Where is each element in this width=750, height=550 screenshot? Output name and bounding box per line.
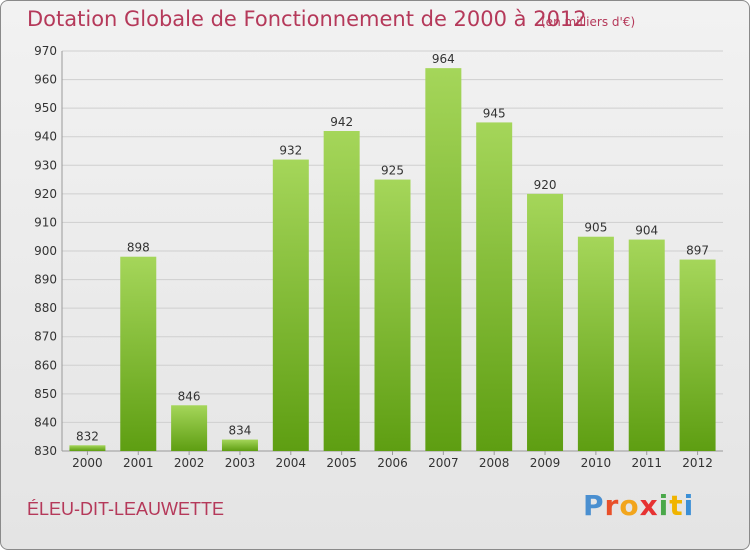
bar xyxy=(374,179,411,452)
bar xyxy=(679,259,716,451)
x-tick-label: 2000 xyxy=(72,456,103,470)
logo-letter: o xyxy=(619,489,640,522)
y-tick-label: 920 xyxy=(34,187,57,201)
logo-letter: x xyxy=(639,489,659,522)
x-tick-label: 2008 xyxy=(479,456,510,470)
bar xyxy=(425,68,462,452)
chart-title: Dotation Globale de Fonctionnement de 20… xyxy=(27,7,587,31)
y-tick-label: 900 xyxy=(34,244,57,258)
bar xyxy=(628,239,665,451)
logo-letter: i xyxy=(658,489,670,522)
data-label: 932 xyxy=(279,144,302,158)
bar xyxy=(221,439,258,451)
bar xyxy=(120,256,157,451)
y-tick-label: 970 xyxy=(34,44,57,58)
data-label: 905 xyxy=(584,221,607,235)
y-tick-label: 930 xyxy=(34,158,57,172)
data-label: 834 xyxy=(229,424,252,438)
data-label: 920 xyxy=(534,178,557,192)
bar xyxy=(272,159,309,452)
proxiti-logo: Proxiti xyxy=(583,489,694,522)
data-label: 904 xyxy=(635,224,658,238)
y-tick-label: 910 xyxy=(34,215,57,229)
bar xyxy=(171,405,208,451)
bar xyxy=(527,193,564,451)
data-label: 832 xyxy=(76,429,99,443)
y-tick-label: 950 xyxy=(34,101,57,115)
x-tick-label: 2012 xyxy=(682,456,713,470)
bar xyxy=(323,131,360,451)
y-tick-label: 890 xyxy=(34,273,57,287)
x-tick-label: 2002 xyxy=(174,456,205,470)
logo-letter: r xyxy=(604,489,620,522)
x-tick-label: 2003 xyxy=(225,456,256,470)
logo-letter: t xyxy=(669,489,684,522)
y-tick-label: 860 xyxy=(34,358,57,372)
x-tick-label: 2007 xyxy=(428,456,459,470)
y-tick-label: 960 xyxy=(34,73,57,87)
y-tick-label: 940 xyxy=(34,130,57,144)
x-tick-label: 2010 xyxy=(581,456,612,470)
logo-letter: i xyxy=(683,489,695,522)
logo-letter: P xyxy=(583,489,605,522)
bar xyxy=(476,122,513,451)
y-tick-label: 840 xyxy=(34,415,57,429)
x-tick-label: 2009 xyxy=(530,456,561,470)
x-tick-label: 2001 xyxy=(123,456,154,470)
y-tick-label: 870 xyxy=(34,330,57,344)
data-label: 945 xyxy=(483,106,506,120)
data-label: 942 xyxy=(330,115,353,129)
data-label: 925 xyxy=(381,164,404,178)
y-tick-label: 830 xyxy=(34,444,57,458)
x-tick-label: 2004 xyxy=(276,456,307,470)
bar xyxy=(577,236,614,451)
data-label: 964 xyxy=(432,52,455,66)
x-tick-label: 2005 xyxy=(326,456,357,470)
y-tick-label: 850 xyxy=(34,387,57,401)
bar xyxy=(69,445,106,451)
x-tick-label: 2011 xyxy=(631,456,662,470)
commune-name: ÉLEU-DIT-LEAUWETTE xyxy=(27,499,225,519)
chart-subtitle: (en milliers d'€) xyxy=(541,15,636,29)
data-label: 898 xyxy=(127,241,150,255)
x-tick-label: 2006 xyxy=(377,456,408,470)
y-tick-label: 880 xyxy=(34,301,57,315)
data-label: 846 xyxy=(178,389,201,403)
data-label: 897 xyxy=(686,244,709,258)
